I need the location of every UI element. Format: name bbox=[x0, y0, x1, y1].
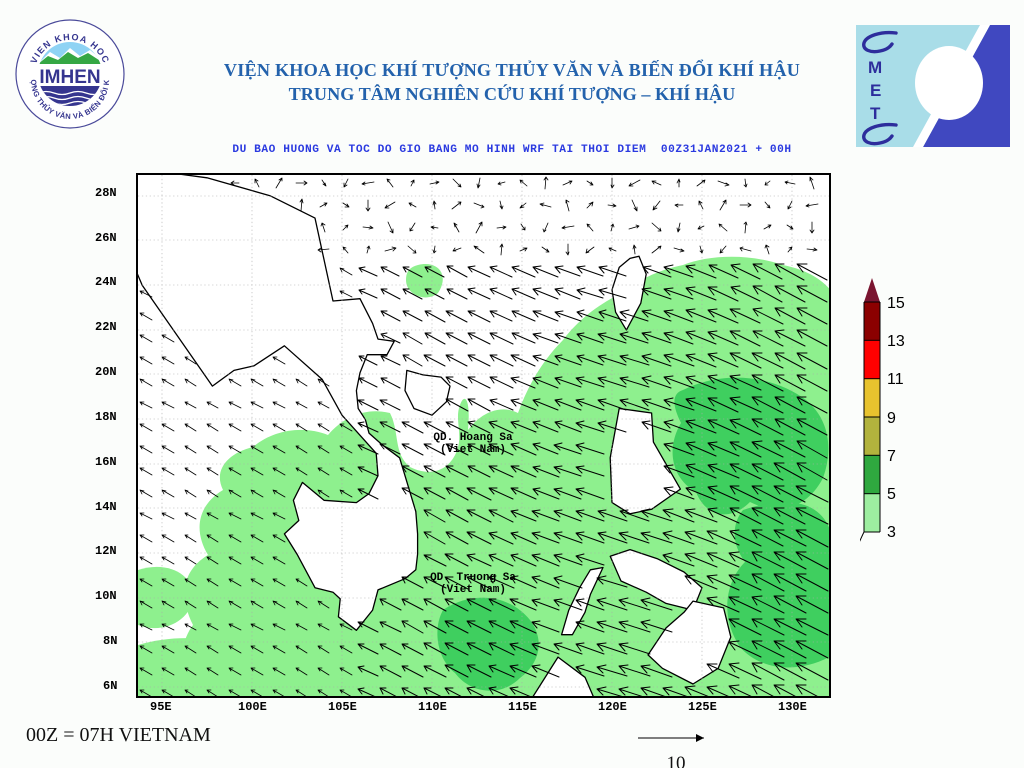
svg-text:QD. Hoang Sa: QD. Hoang Sa bbox=[433, 432, 513, 444]
svg-text:11: 11 bbox=[887, 371, 904, 388]
svg-text:(Viet Nam): (Viet Nam) bbox=[440, 584, 506, 596]
svg-text:T: T bbox=[870, 104, 881, 123]
svg-text:3: 3 bbox=[887, 524, 896, 541]
svg-text:13: 13 bbox=[887, 333, 905, 350]
svg-text:5: 5 bbox=[887, 486, 896, 503]
svg-text:M: M bbox=[868, 58, 883, 77]
svg-text:QD. Truong Sa: QD. Truong Sa bbox=[430, 572, 516, 584]
svg-text:E: E bbox=[870, 81, 882, 100]
svg-text:9: 9 bbox=[887, 410, 896, 427]
svg-text:7: 7 bbox=[887, 448, 896, 465]
svg-text:15: 15 bbox=[887, 295, 905, 312]
